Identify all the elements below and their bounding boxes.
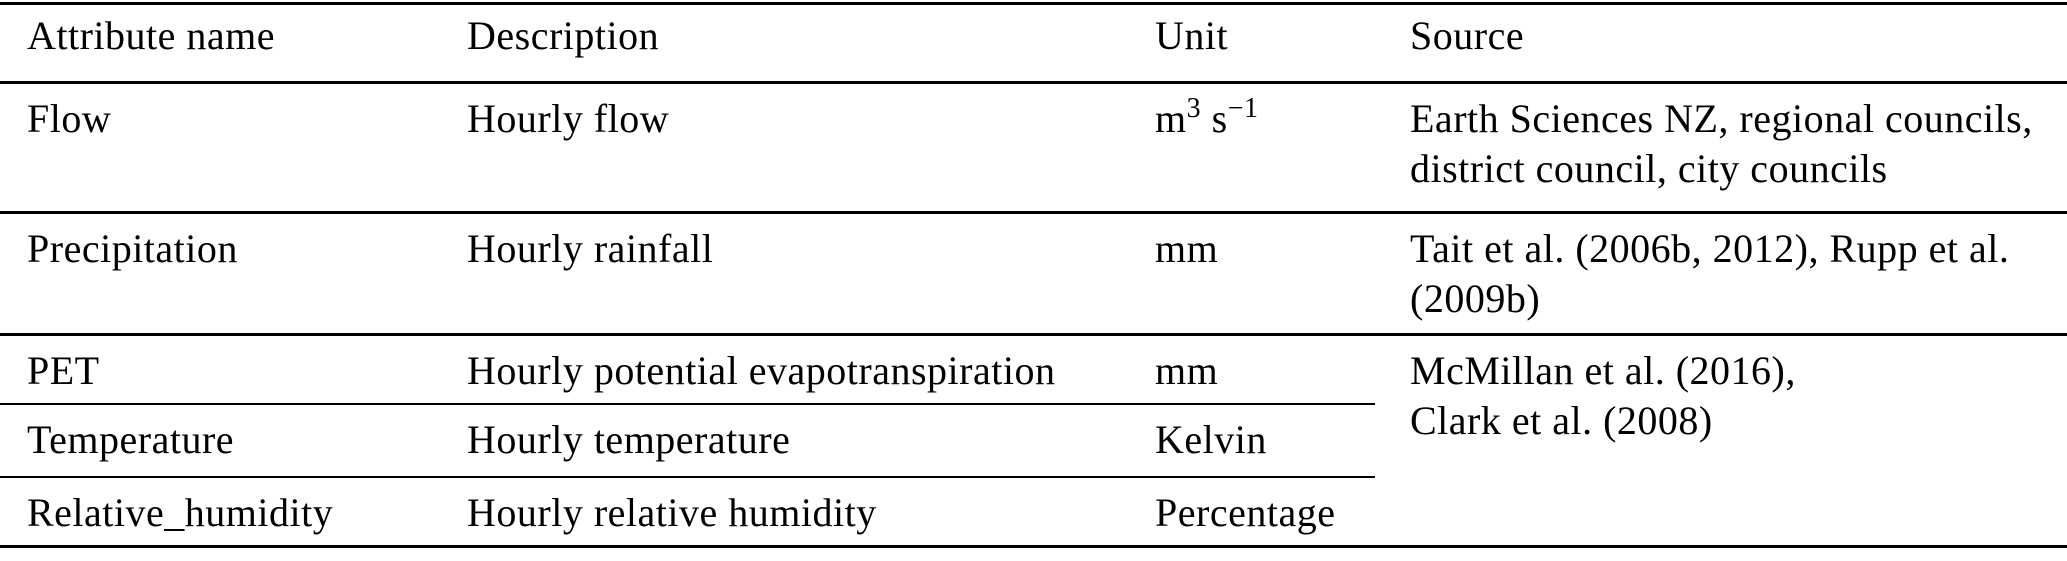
- source-cell-merged: McMillan et al. (2016), Clark et al. (20…: [1375, 335, 2067, 547]
- source-line: Earth Sciences NZ, regional councils,: [1410, 96, 2033, 141]
- unit-exponent-2: −1: [1227, 92, 1259, 124]
- description-cell-flow: Hourly flow: [467, 82, 1155, 214]
- attributes-table: Attribute name Description Unit Source F…: [0, 2, 2067, 548]
- description-cell-temperature: Hourly temperature: [467, 403, 1155, 478]
- unit-base: m: [1155, 96, 1187, 141]
- header-row: Attribute name Description Unit Source: [0, 3, 2067, 84]
- source-line: Clark et al. (2008): [1410, 398, 1713, 443]
- table-row-pet: PET Hourly potential evapotranspiration …: [0, 334, 2067, 443]
- column-header-unit: Unit: [1155, 3, 1375, 84]
- unit-cell-relative-humidity: Percentage: [1155, 489, 1336, 535]
- attribute-cell-pet: PET: [0, 334, 467, 405]
- unit-cell-pet: mm: [1155, 334, 1375, 405]
- source-cell-flow: Earth Sciences NZ, regional councils, di…: [1375, 82, 2067, 214]
- source-line: district council, city councils: [1410, 146, 1888, 191]
- source-cell-precipitation: Tait et al. (2006b, 2012), Rupp et al. (…: [1375, 212, 2067, 336]
- attribute-cell-flow: Flow: [0, 82, 467, 214]
- unit-cell-precipitation: mm: [1155, 212, 1375, 336]
- source-line: Tait et al. (2006b, 2012), Rupp et al.: [1410, 226, 2010, 271]
- source-line: McMillan et al. (2016),: [1410, 348, 1796, 393]
- description-cell-relative-humidity: Hourly relative humidity: [467, 489, 877, 535]
- description-cell-precipitation: Hourly rainfall: [467, 212, 1155, 336]
- description-cell-pet: Hourly potential evapotranspiration: [467, 334, 1155, 405]
- column-header-attribute-name: Attribute name: [0, 3, 467, 84]
- attribute-cell-relative-humidity: Relative_humidity: [27, 489, 334, 535]
- column-header-source: Source: [1375, 3, 2067, 84]
- unit-cell-flow: m3 s−1: [1155, 82, 1375, 214]
- unit-base-2: s: [1201, 96, 1228, 141]
- column-header-description: Description: [467, 3, 1155, 84]
- unit-exponent: 3: [1186, 92, 1202, 124]
- attribute-cell-temperature: Temperature: [0, 403, 467, 478]
- table-row-flow: Flow Hourly flow m3 s−1 Earth Sciences N…: [0, 82, 2067, 214]
- table-row-temperature: Temperature Hourly temperature Kelvin: [0, 403, 2067, 478]
- attribute-cell-precipitation: Precipitation: [0, 212, 467, 336]
- table-row-relative-humidity: Relative_humidity Hourly relative humidi…: [0, 477, 2067, 547]
- table-row-precipitation: Precipitation Hourly rainfall mm Tait et…: [0, 212, 2067, 336]
- source-line: (2009b): [1410, 276, 1541, 321]
- unit-cell-temperature: Kelvin: [1155, 403, 1375, 478]
